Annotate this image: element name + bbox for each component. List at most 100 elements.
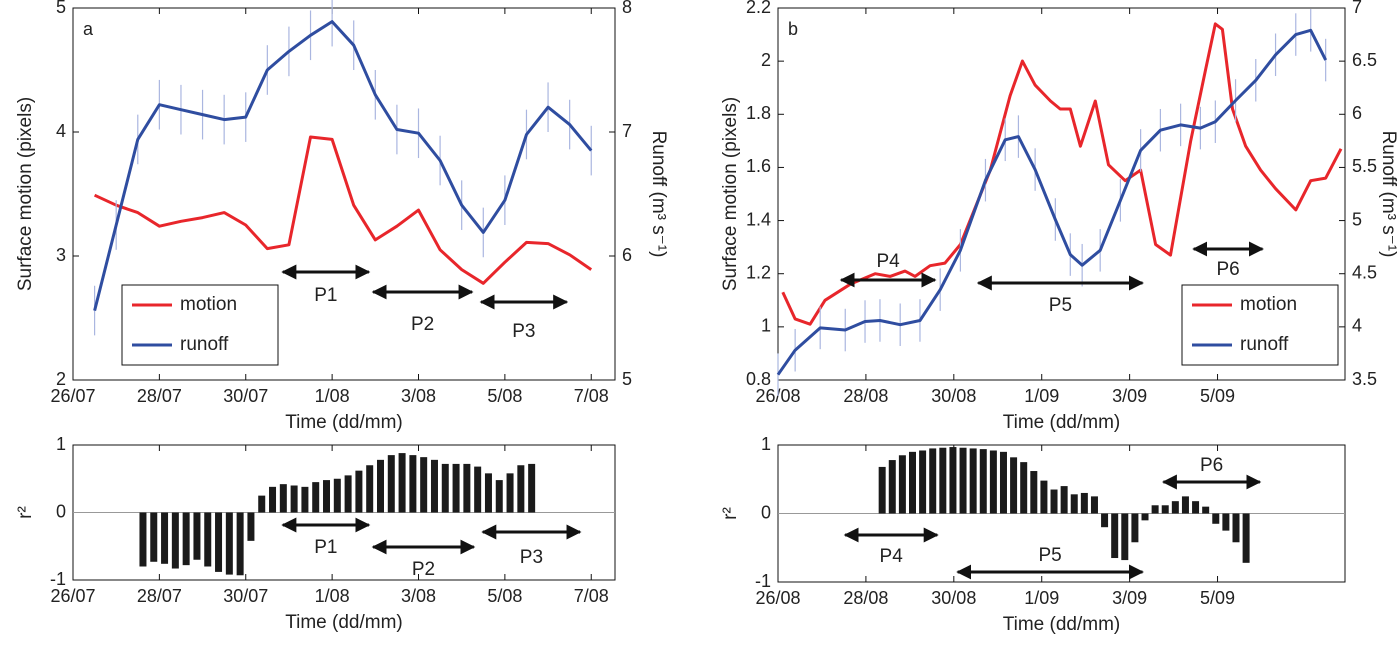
bar	[312, 482, 320, 513]
legend-box	[1181, 284, 1339, 366]
bar	[908, 451, 916, 514]
y-tick-label: 5	[56, 0, 66, 17]
bar	[878, 466, 886, 514]
bar	[1080, 492, 1088, 514]
bar	[1161, 505, 1169, 514]
x-axis-label: Time (dd/mm)	[285, 612, 403, 633]
bar	[989, 450, 997, 514]
bar	[999, 451, 1007, 514]
bar	[1192, 501, 1200, 514]
bar	[1181, 496, 1189, 514]
bar	[959, 447, 967, 514]
bar	[225, 512, 233, 575]
plot-frame	[72, 7, 616, 381]
bar	[452, 463, 460, 513]
y-tick-label: -1	[50, 569, 66, 589]
x-tick-label: 26/07	[50, 386, 95, 406]
bar	[1151, 505, 1159, 514]
x-tick-label: 3/09	[1112, 386, 1147, 406]
bar	[1040, 480, 1048, 514]
bar	[1020, 462, 1028, 514]
bar	[1141, 513, 1149, 521]
y-tick-label: 4	[56, 121, 66, 141]
bar	[1050, 489, 1058, 514]
bar	[528, 463, 536, 513]
bar	[506, 473, 514, 513]
period-label: P4	[876, 251, 900, 272]
bar	[1222, 513, 1230, 531]
period-label: P5	[1038, 545, 1061, 566]
x-tick-label: 5/08	[487, 586, 522, 606]
legend-label: motion	[180, 294, 237, 315]
period-label: P1	[314, 537, 337, 558]
x-tick-label: 5/09	[1200, 588, 1235, 608]
y2-tick-label: 7	[622, 121, 632, 141]
y2-tick-label: 7	[1352, 0, 1362, 17]
x-tick-label: 1/09	[1024, 588, 1059, 608]
bar	[182, 512, 190, 566]
y2-axis-label: Runoff (m³ s⁻¹)	[1378, 131, 1399, 258]
bar	[150, 512, 158, 562]
bar	[1111, 513, 1119, 559]
bar	[517, 465, 525, 513]
x-tick-label: 30/07	[223, 586, 268, 606]
bar	[420, 457, 428, 513]
bar	[279, 484, 287, 513]
y-tick-label: 1.2	[746, 262, 771, 282]
x-tick-label: 1/08	[315, 386, 350, 406]
x-tick-label: 30/08	[931, 386, 976, 406]
panel-label: b	[788, 19, 798, 39]
y2-tick-label: 6	[622, 245, 632, 265]
y-tick-label: 1	[56, 434, 66, 454]
y-tick-label: 1	[761, 316, 771, 336]
x-tick-label: 30/07	[223, 386, 268, 406]
bar	[1212, 513, 1220, 524]
x-tick-label: 3/08	[401, 586, 436, 606]
bar	[939, 447, 947, 514]
bar	[409, 455, 417, 513]
bar	[193, 512, 201, 560]
period-label: P6	[1216, 259, 1239, 280]
period-label: P4	[880, 546, 904, 567]
y-tick-label: 1	[761, 434, 771, 454]
bar	[1070, 494, 1078, 514]
x-tick-label: 28/08	[843, 386, 888, 406]
bar	[888, 460, 896, 514]
y-tick-label: 2	[761, 50, 771, 70]
x-axis-label: Time (dd/mm)	[1003, 412, 1121, 433]
y-axis-label: r²	[15, 506, 36, 519]
bar	[969, 448, 977, 514]
bar	[441, 463, 449, 513]
x-axis-label: Time (dd/mm)	[285, 412, 403, 433]
bar	[484, 473, 492, 513]
legend-label: motion	[1240, 294, 1297, 315]
y-tick-label: 1.6	[746, 156, 771, 176]
period-label: P5	[1049, 295, 1072, 316]
y2-tick-label: 4	[1352, 316, 1362, 336]
bar	[1232, 513, 1240, 543]
bar	[301, 486, 309, 513]
bar	[949, 447, 957, 514]
bar	[161, 512, 169, 564]
bar	[495, 480, 503, 513]
bar	[1090, 496, 1098, 514]
y-tick-label: 2.2	[746, 0, 771, 17]
legend-label: runoff	[180, 334, 229, 355]
bar	[919, 450, 927, 514]
bar	[215, 512, 223, 572]
bar	[1242, 513, 1250, 563]
y-tick-label: 0	[56, 501, 66, 521]
y-tick-label: 0.8	[746, 369, 771, 389]
period-label: P3	[520, 547, 543, 568]
bar	[1121, 513, 1129, 561]
bar	[898, 455, 906, 514]
bar	[333, 478, 341, 513]
plot-frame	[777, 7, 1346, 381]
x-tick-label: 7/08	[574, 586, 609, 606]
x-tick-label: 5/08	[487, 386, 522, 406]
bar	[247, 512, 255, 541]
bar	[474, 466, 482, 513]
bar	[269, 486, 277, 513]
period-label: P1	[314, 285, 337, 306]
y2-tick-label: 6.5	[1352, 50, 1377, 70]
